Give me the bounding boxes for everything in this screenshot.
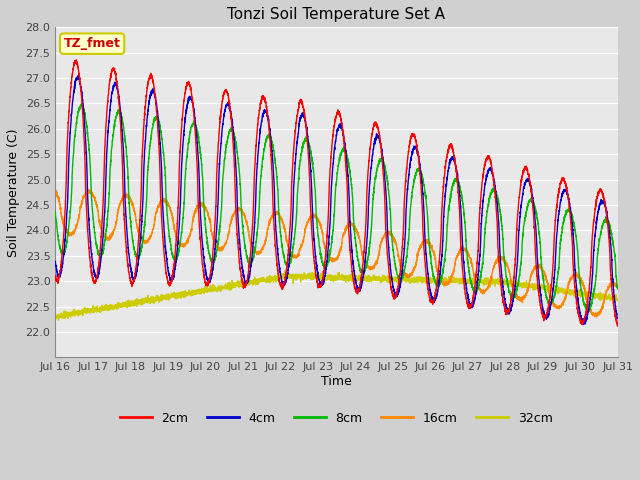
Y-axis label: Soil Temperature (C): Soil Temperature (C) (7, 128, 20, 257)
Title: Tonzi Soil Temperature Set A: Tonzi Soil Temperature Set A (227, 7, 445, 22)
Text: TZ_fmet: TZ_fmet (63, 37, 120, 50)
Legend: 2cm, 4cm, 8cm, 16cm, 32cm: 2cm, 4cm, 8cm, 16cm, 32cm (115, 407, 557, 430)
X-axis label: Time: Time (321, 375, 352, 388)
